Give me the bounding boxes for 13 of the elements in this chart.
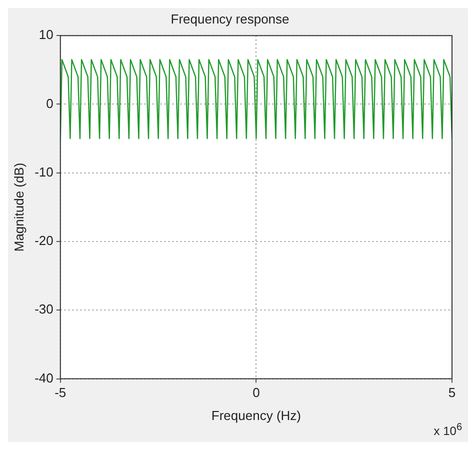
chart-title: Frequency response (170, 11, 290, 26)
x-tick-label: 0 (252, 385, 260, 400)
y-tick-label: -20 (34, 233, 54, 248)
y-tick-label: 10 (38, 27, 54, 42)
x-tick-label: 5 (448, 385, 456, 400)
y-tick-label: -40 (34, 370, 54, 386)
x-axis-title: Frequency (Hz) (211, 408, 301, 423)
y-axis-title: Magnitude (dB) (11, 162, 26, 252)
y-tick-label: -10 (34, 164, 54, 180)
y-tick-label: 0 (46, 96, 54, 111)
x-tick-label: -5 (54, 385, 66, 400)
text: x 10$^{6}$ (434, 422, 462, 438)
y-tick-label: -30 (34, 302, 54, 317)
